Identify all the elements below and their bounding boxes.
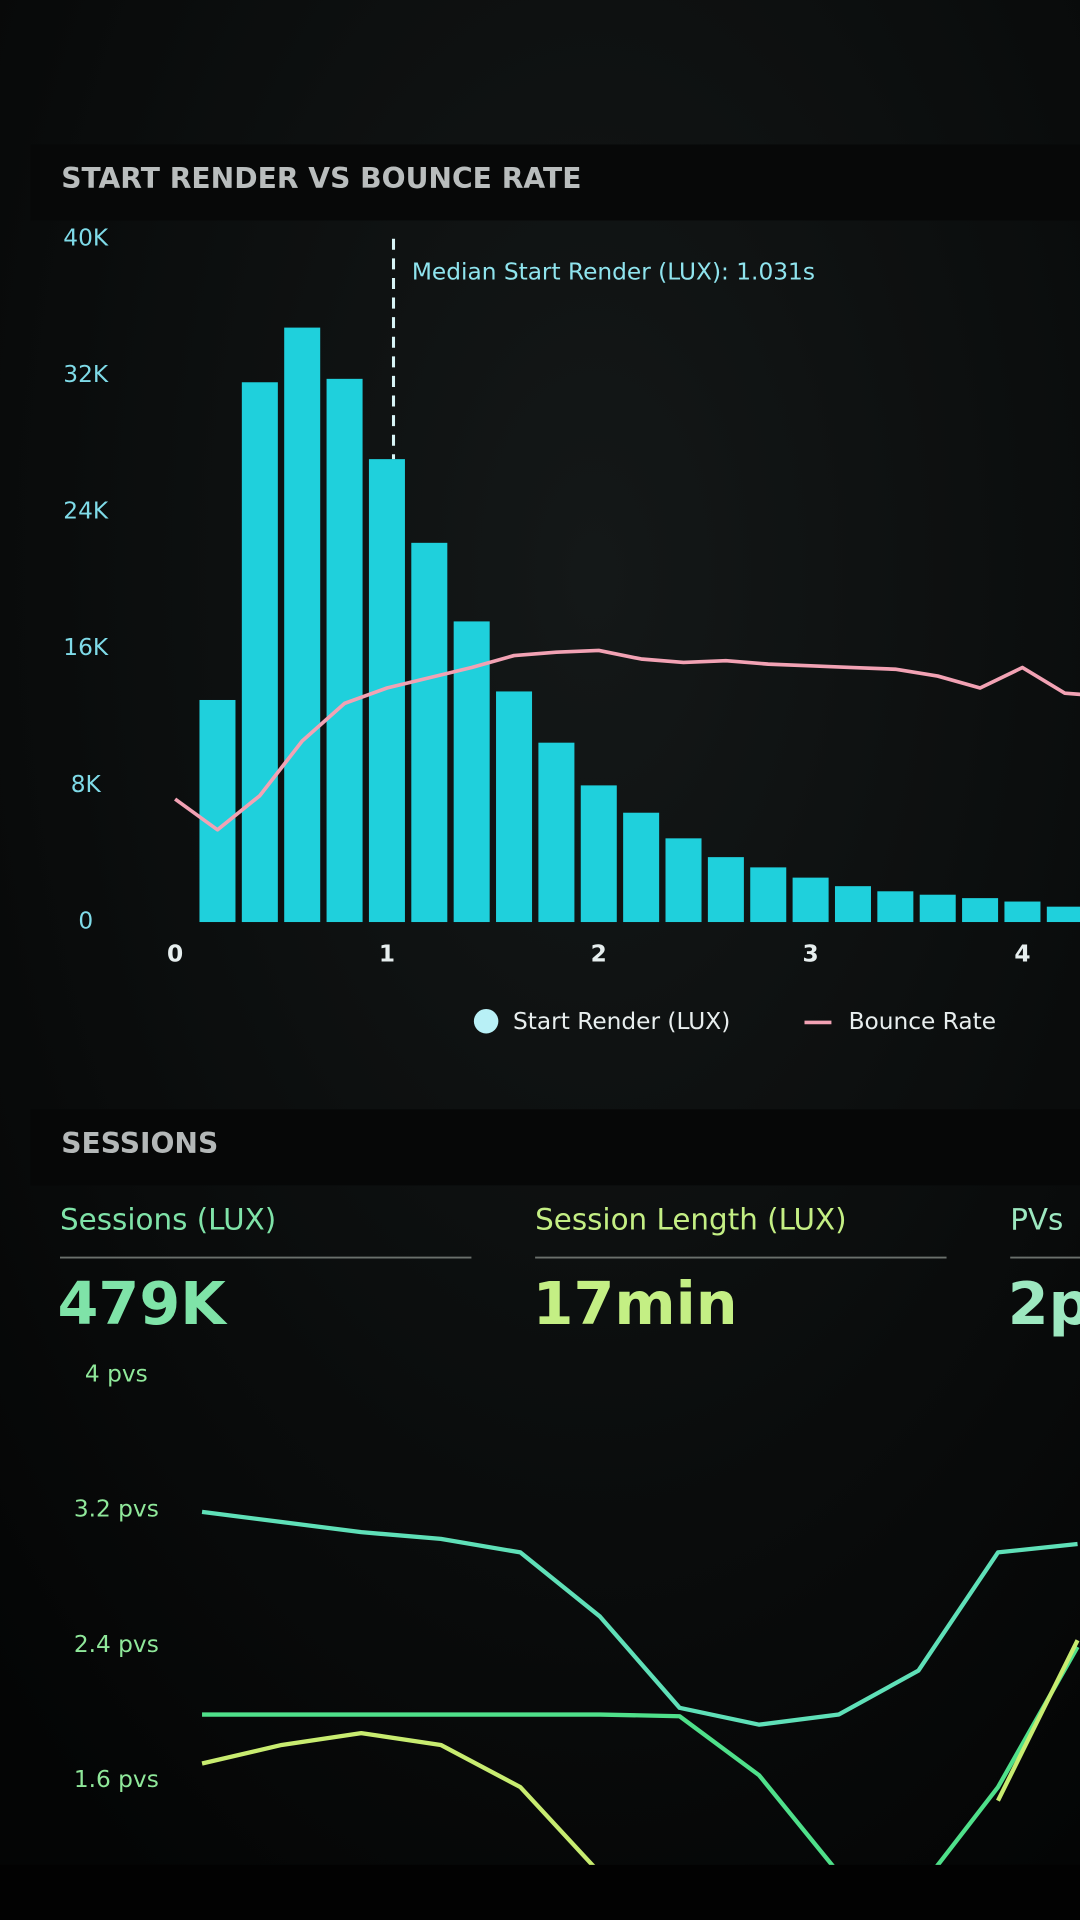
y-tick-label: 4 pvs bbox=[85, 1361, 148, 1388]
y-tick-label: 40K bbox=[63, 224, 109, 251]
x-tick-label: 1 bbox=[379, 941, 395, 968]
y-tick-label: 16K bbox=[63, 634, 109, 661]
chart-start-render: 0 8K 16K 24K 32K 40K 0 1 2 3 4 Median Start Render … bbox=[63, 224, 1080, 1035]
metric-label: PVs bbox=[1010, 1202, 1063, 1236]
bezel bbox=[0, 1864, 1080, 1920]
bar bbox=[919, 894, 956, 923]
bar bbox=[1046, 906, 1080, 923]
bar bbox=[707, 857, 744, 923]
session-line bbox=[202, 1645, 1080, 1865]
median-label: Median Start Render (LUX): 1.031s bbox=[412, 259, 815, 286]
legend-swatch bbox=[473, 1008, 499, 1034]
bar bbox=[368, 459, 405, 923]
x-tick-label: 3 bbox=[803, 941, 819, 968]
bar bbox=[962, 898, 999, 923]
metric-value: 2p bbox=[1008, 1269, 1080, 1338]
bar bbox=[877, 891, 914, 923]
panel-title: SESSIONS bbox=[61, 1127, 218, 1160]
x-tick-label: 2 bbox=[591, 941, 607, 968]
metric-value: 479K bbox=[58, 1269, 229, 1338]
chart-sessions-axis: 4 pvs 3.2 pvs 2.4 pvs 1.6 pvs bbox=[74, 1361, 159, 1793]
y-tick-label: 24K bbox=[63, 498, 109, 525]
bar bbox=[792, 877, 829, 923]
y-tick-label: 8K bbox=[71, 771, 102, 798]
legend-label: Start Render (LUX) bbox=[513, 1008, 730, 1035]
bar bbox=[834, 886, 871, 923]
bar bbox=[496, 691, 533, 923]
bar bbox=[326, 378, 363, 923]
bar bbox=[665, 838, 702, 923]
session-line bbox=[201, 1509, 1078, 1727]
y-tick-label: 32K bbox=[63, 361, 109, 388]
bar bbox=[538, 742, 575, 923]
session-line bbox=[201, 1639, 1080, 1865]
bar bbox=[241, 382, 278, 923]
panel-header bbox=[30, 1109, 1080, 1186]
x-tick-label: 0 bbox=[167, 941, 183, 968]
legend-label: Bounce Rate bbox=[849, 1008, 996, 1035]
bar bbox=[284, 327, 321, 923]
y-tick-label: 2.4 pvs bbox=[74, 1631, 159, 1658]
metric-label: Sessions (LUX) bbox=[60, 1202, 276, 1236]
bar bbox=[580, 785, 617, 923]
panel-title: START RENDER VS BOUNCE RATE bbox=[61, 162, 581, 195]
bar bbox=[750, 867, 787, 923]
panel-header bbox=[30, 144, 1080, 221]
bar bbox=[1004, 901, 1041, 923]
bounce-rate-line bbox=[174, 648, 1080, 832]
x-tick-label: 4 bbox=[1014, 941, 1030, 968]
y-tick-label: 1.6 pvs bbox=[74, 1766, 159, 1793]
y-tick-label: 0 bbox=[78, 908, 93, 935]
metric-label: Session Length (LUX) bbox=[535, 1202, 847, 1236]
bar bbox=[199, 699, 236, 923]
y-tick-label: 3.2 pvs bbox=[74, 1496, 159, 1523]
bar bbox=[411, 542, 448, 923]
chart-sessions bbox=[201, 1509, 1080, 1865]
metric-value: 17min bbox=[533, 1269, 738, 1338]
bar bbox=[623, 812, 660, 923]
metrics: Sessions (LUX) 479K Session Length (LUX) 17… bbox=[58, 1202, 1080, 1338]
